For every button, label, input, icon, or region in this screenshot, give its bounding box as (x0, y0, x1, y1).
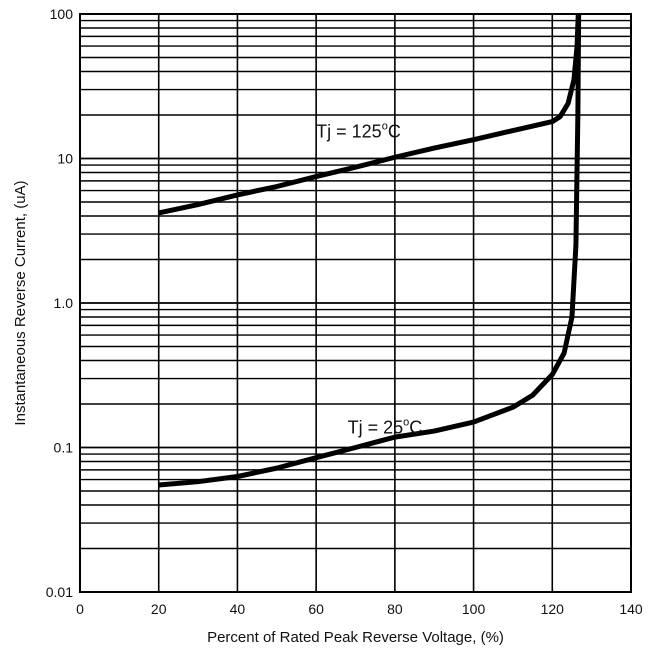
x-tick-label: 100 (462, 601, 486, 617)
grid-lines (79, 14, 632, 593)
x-tick-label: 120 (541, 601, 565, 617)
y-tick-label: 10 (57, 151, 73, 167)
series-layer (158, 13, 582, 488)
series-line-2 (158, 13, 582, 488)
y-tick-label: 0.1 (54, 440, 74, 456)
x-tick-label: 80 (387, 601, 403, 617)
y-axis-tick-labels: 0.01 0.1 1.0 10 100 (46, 6, 73, 600)
x-axis-title: Percent of Rated Peak Reverse Voltage, (… (207, 629, 504, 646)
x-tick-label: 0 (76, 601, 84, 617)
y-tick-label: 100 (50, 6, 74, 22)
y-axis-title: Instantaneous Reverse Current, (uA) (12, 180, 29, 425)
x-axis-tick-labels: 0 20 40 60 80 100 120 140 (76, 601, 643, 617)
x-tick-label: 20 (151, 601, 167, 617)
y-tick-label: 1.0 (54, 295, 74, 311)
y-tick-label: 0.01 (46, 584, 73, 600)
x-tick-label: 60 (308, 601, 324, 617)
x-tick-label: 40 (230, 601, 246, 617)
curve-label-2: Tj = 25oC (348, 416, 423, 437)
plot-frame (79, 13, 632, 593)
series-line-1 (158, 13, 581, 216)
curve-annotations: Tj = 125oC Tj = 25oC (316, 120, 422, 437)
curve-label-1: Tj = 125oC (316, 120, 401, 141)
x-tick-label: 140 (619, 601, 643, 617)
